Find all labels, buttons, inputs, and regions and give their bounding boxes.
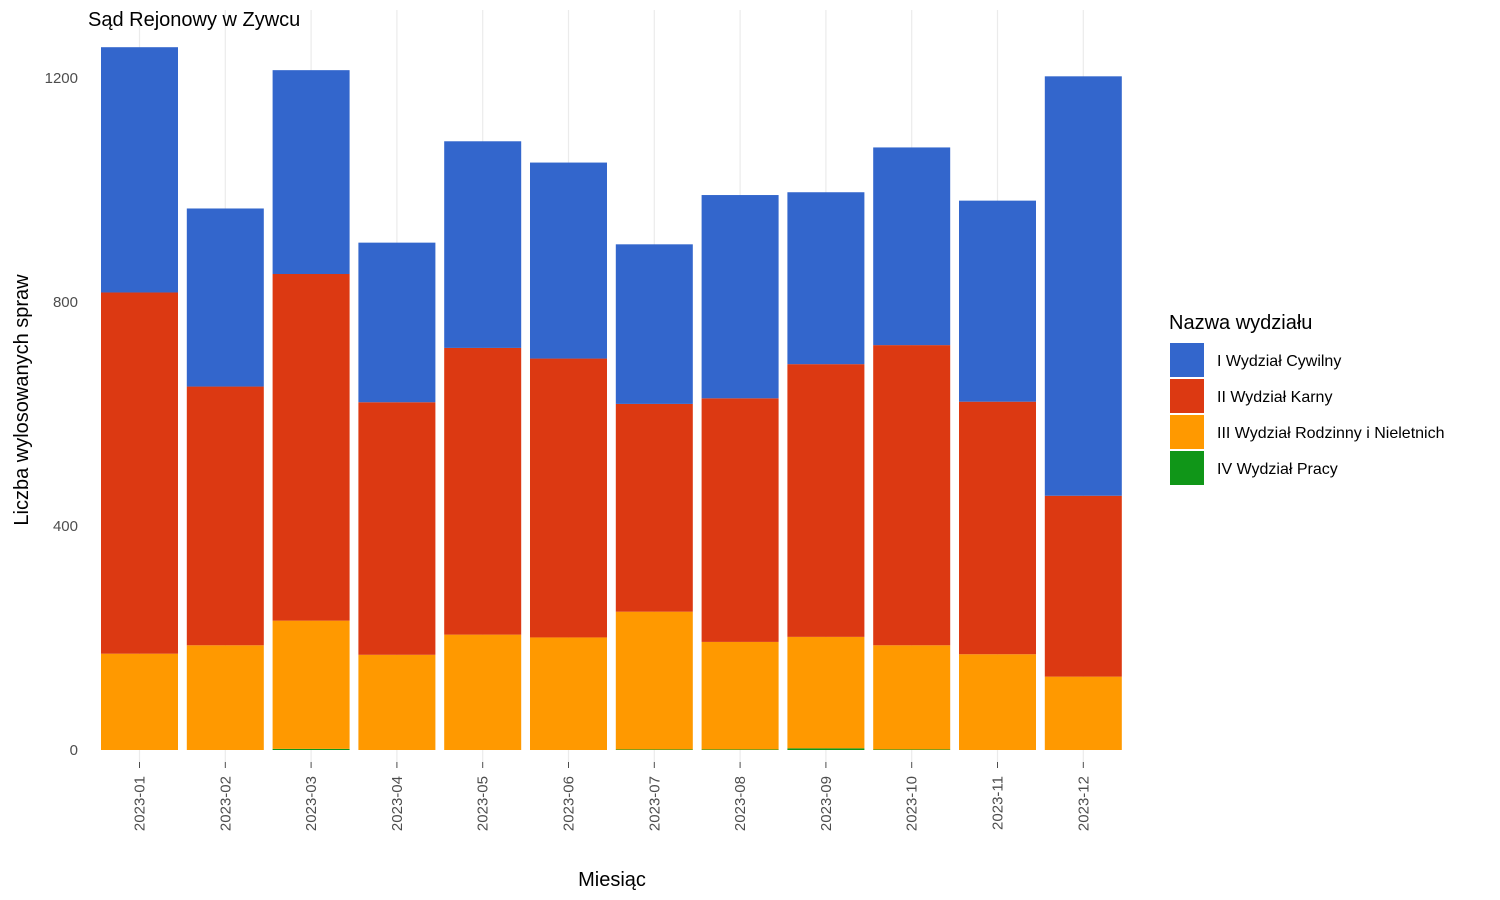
bar-segment [358,402,436,655]
y-tick-label: 400 [53,518,78,535]
y-axis: 0 400 800 1200 [45,70,78,759]
bar-segment [873,345,951,646]
x-tick-label: 2023-06 [561,776,578,831]
bar-segment [701,195,779,399]
bar-segment [701,641,779,750]
legend-label: II Wydział Karny [1217,389,1332,406]
bar-segment [787,364,865,637]
x-tick-label: 2023-09 [818,776,835,831]
x-tick-label: 2023-07 [646,776,663,831]
x-axis: 2023-01 2023-02 2023-03 2023-04 2023-05 2023-… [132,762,1092,831]
bar-segment [272,70,350,274]
y-tick-label: 0 [70,742,78,759]
bar-segment [444,141,522,348]
bar-segment [787,636,865,749]
bar-segment [959,654,1036,750]
bar-segment [530,162,607,359]
legend-label: IV Wydział Pracy [1217,461,1338,478]
bar-segment [615,403,693,612]
bar-segment [615,749,693,750]
legend-label: I Wydział Cywilny [1217,353,1341,370]
bar-segment [1044,76,1122,496]
bar-segment [101,47,178,293]
bar-segment [272,748,350,750]
bar-segment [272,274,350,621]
bar-segment [873,749,951,750]
legend-swatch [1170,379,1204,413]
legend-swatch [1170,343,1204,377]
bar-segment [615,611,693,750]
bar-segment [358,654,436,750]
bar-segment [787,748,865,750]
bar-segment [873,147,951,346]
x-tick-label: 2023-12 [1075,776,1092,831]
bar-segment [530,637,607,750]
bar-segment [873,645,951,750]
bar-segment [101,292,178,654]
bar-segment [1044,495,1122,677]
bar-segment [186,386,264,646]
bar-segment [959,200,1036,402]
y-tick-label: 800 [53,294,78,311]
x-tick-label: 2023-01 [132,776,149,831]
bar-segment [530,358,607,638]
x-tick-label: 2023-02 [217,776,234,831]
bars [101,47,1122,750]
legend-title: Nazwa wydziału [1169,312,1312,334]
bar-segment [615,244,693,404]
x-tick-label: 2023-03 [303,776,320,831]
x-tick-label: 2023-11 [990,776,1007,830]
y-axis-title: Liczba wylosowanych spraw [11,274,33,526]
x-tick-label: 2023-05 [475,776,492,831]
legend: Nazwa wydziału I Wydział Cywilny II Wydzi… [1169,312,1445,485]
x-tick-label: 2023-04 [389,776,406,831]
legend-swatch [1170,415,1204,449]
bar-segment [701,398,779,642]
x-axis-title: Miesiąc [578,869,646,891]
bar-segment [272,620,350,749]
x-tick-label: 2023-10 [904,776,921,831]
bar-segment [1044,676,1122,750]
bar-segment [701,749,779,750]
x-tick-label: 2023-08 [732,776,749,831]
legend-label: III Wydział Rodzinny i Nieletnich [1217,425,1445,442]
bar-segment [444,347,522,635]
bar-segment [186,645,264,750]
bar-segment [444,634,522,750]
bar-segment [358,242,436,403]
bar-segment [959,401,1036,655]
legend-swatch [1170,451,1204,485]
chart-title: Sąd Rejonowy w Zywcu [88,9,300,31]
bar-segment [101,653,178,750]
bar-segment [787,192,865,365]
bar-segment [186,208,264,387]
y-tick-label: 1200 [45,70,78,87]
